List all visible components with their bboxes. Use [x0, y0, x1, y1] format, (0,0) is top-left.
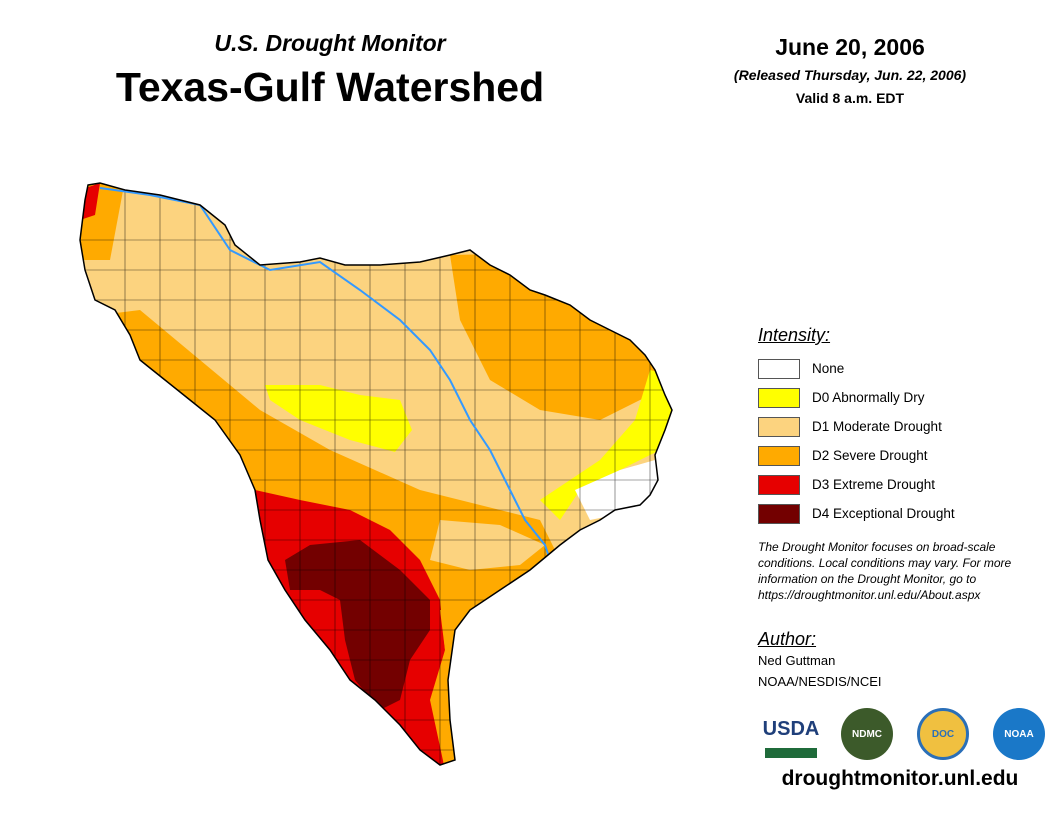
map-date: June 20, 2006 [775, 34, 925, 60]
noaa-logo: NOAA [993, 708, 1045, 760]
legend-label: D3 Extreme Drought [812, 477, 936, 492]
release-date: (Released Thursday, Jun. 22, 2006) [733, 67, 967, 83]
legend-label: D1 Moderate Drought [812, 419, 942, 434]
legend-label: D4 Exceptional Drought [812, 506, 955, 521]
legend-swatch [758, 474, 800, 495]
valid-time: Valid 8 a.m. EDT [795, 90, 905, 106]
county-lines [80, 183, 672, 765]
doc-seal-logo: DOC [917, 708, 969, 760]
author-org: NOAA/NESDIS/NCEI [758, 674, 882, 689]
ndmc-logo: NDMC [841, 708, 893, 760]
watershed-map [79, 182, 673, 766]
legend-swatch [758, 358, 800, 379]
legend: Intensity: None D0 Abnormally Dry D1 Mod… [758, 325, 955, 528]
legend-label: D0 Abnormally Dry [812, 390, 925, 405]
legend-item: D0 Abnormally Dry [758, 383, 955, 412]
legend-item: D1 Moderate Drought [758, 412, 955, 441]
legend-label: D2 Severe Drought [812, 448, 928, 463]
legend-swatch [758, 503, 800, 524]
usda-logo: USDA [763, 710, 819, 758]
d4-region [285, 540, 430, 710]
website-url: droughtmonitor.unl.edu [781, 767, 1019, 790]
legend-item: D4 Exceptional Drought [758, 499, 955, 528]
legend-item: D3 Extreme Drought [758, 470, 955, 499]
legend-item: D2 Severe Drought [758, 441, 955, 470]
disclaimer-note: The Drought Monitor focuses on broad-sca… [758, 540, 1012, 602]
author-heading: Author: [758, 629, 817, 649]
map-subtitle: U.S. Drought Monitor [214, 30, 446, 56]
author-name: Ned Guttman [758, 653, 836, 668]
legend-heading: Intensity: [758, 325, 831, 345]
d1-region-south [430, 520, 545, 570]
logos: USDA NDMC DOC NOAA [763, 708, 1045, 760]
legend-swatch [758, 387, 800, 408]
d0-region-central [265, 385, 412, 452]
river [99, 187, 551, 561]
legend-swatch [758, 416, 800, 437]
legend-item: None [758, 354, 955, 383]
legend-label: None [812, 361, 845, 376]
map-title: Texas-Gulf Watershed [115, 64, 545, 110]
author-block: Author: Ned Guttman NOAA/NESDIS/NCEI [758, 629, 882, 692]
legend-swatch [758, 445, 800, 466]
